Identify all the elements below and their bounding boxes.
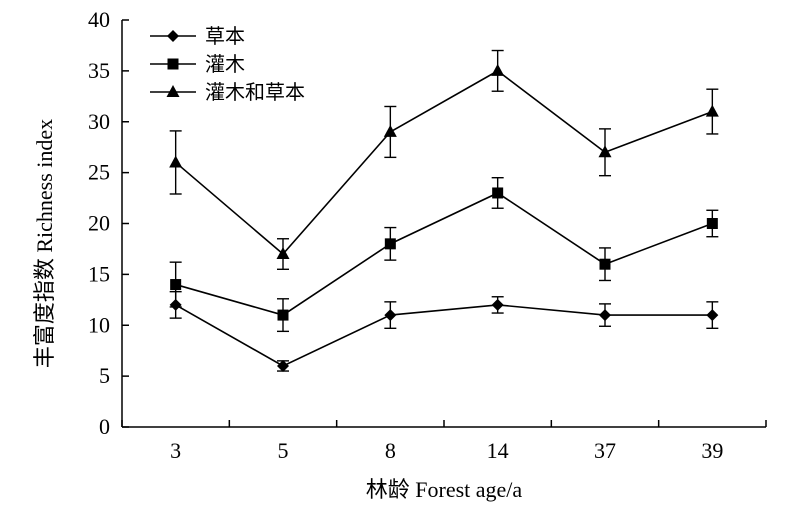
y-tick-label: 40 — [88, 7, 110, 32]
square-marker — [706, 218, 718, 229]
triangle-marker — [169, 155, 183, 168]
diamond-marker — [384, 309, 397, 322]
triangle-marker — [383, 124, 397, 137]
y-tick-label: 25 — [88, 160, 110, 185]
y-tick-label: 5 — [99, 363, 110, 388]
triangle-marker — [598, 145, 612, 158]
legend-item: 灌木和草本 — [150, 80, 305, 104]
diamond-marker — [167, 30, 179, 42]
square-marker — [384, 238, 396, 250]
triangle-marker — [276, 247, 290, 260]
square-marker — [599, 258, 611, 270]
diamond-marker — [277, 359, 289, 372]
x-tick-label: 37 — [594, 438, 616, 463]
series-line — [175, 304, 713, 367]
series-1 — [169, 290, 719, 372]
series-line — [175, 192, 713, 316]
x-axis-title: 林龄 Forest age/a — [366, 477, 523, 502]
diamond-marker — [599, 309, 611, 322]
series-2 — [169, 177, 719, 333]
series-line — [175, 69, 713, 256]
y-tick-label: 10 — [88, 312, 110, 337]
square-marker — [167, 58, 179, 70]
y-axis-ticks: 0 5 10 15 20 25 30 35 40 — [88, 7, 129, 439]
y-axis-title: 丰富度指数 Richness index — [32, 119, 57, 368]
y-tick-label: 20 — [88, 211, 110, 236]
legend-label: 灌木和草本 — [205, 80, 305, 104]
series-3 — [169, 49, 719, 270]
legend-label: 草本 — [205, 24, 245, 48]
series-layer — [169, 49, 719, 372]
triangle-marker — [705, 104, 719, 117]
x-axis-ticks: 3 5 8 14 37 39 — [121, 420, 767, 463]
diamond-marker — [491, 298, 504, 311]
square-marker — [492, 187, 504, 199]
y-tick-label: 35 — [88, 58, 110, 83]
x-tick-label: 3 — [170, 438, 181, 463]
y-tick-label: 15 — [88, 261, 110, 286]
legend-item: 草本 — [150, 24, 245, 48]
y-tick-label: 30 — [88, 109, 110, 134]
legend-item: 灌木 — [150, 52, 245, 76]
x-tick-label: 5 — [278, 438, 289, 463]
triangle-marker — [491, 63, 505, 76]
triangle-marker — [166, 85, 180, 97]
x-tick-label: 14 — [487, 438, 509, 463]
y-tick-label: 0 — [99, 414, 110, 439]
x-tick-label: 8 — [385, 438, 396, 463]
square-marker — [170, 279, 182, 291]
x-tick-label: 39 — [701, 438, 723, 463]
square-marker — [277, 309, 289, 321]
diamond-marker — [706, 309, 719, 322]
legend-label: 灌木 — [205, 52, 245, 76]
